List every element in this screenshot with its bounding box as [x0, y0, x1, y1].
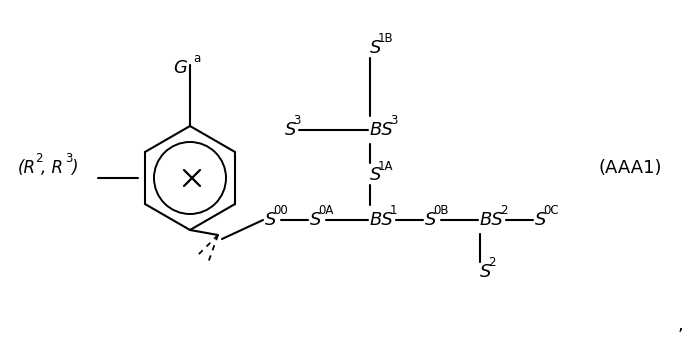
Text: (AAA1): (AAA1) [598, 159, 662, 177]
Text: G: G [173, 59, 187, 77]
Text: S: S [310, 211, 322, 229]
Text: S: S [370, 39, 382, 57]
Text: a: a [193, 53, 200, 65]
Text: S: S [425, 211, 436, 229]
Text: BS: BS [370, 211, 394, 229]
Text: 1A: 1A [378, 160, 394, 173]
Text: (R: (R [18, 159, 36, 177]
Text: BS: BS [370, 121, 394, 139]
Text: 0C: 0C [543, 205, 559, 218]
Text: S: S [370, 166, 382, 184]
Text: 2: 2 [500, 205, 507, 218]
Text: BS: BS [480, 211, 504, 229]
Text: S: S [285, 121, 296, 139]
Text: 2: 2 [35, 152, 43, 165]
Text: 2: 2 [488, 256, 496, 269]
Text: 3: 3 [390, 115, 397, 128]
Text: 0A: 0A [318, 205, 333, 218]
Text: 00: 00 [273, 205, 288, 218]
Text: 1: 1 [390, 205, 398, 218]
Text: S: S [265, 211, 276, 229]
Text: S: S [535, 211, 547, 229]
Text: , R: , R [41, 159, 63, 177]
Text: 1B: 1B [378, 32, 394, 45]
Text: ,: , [677, 316, 683, 334]
Text: 0B: 0B [433, 205, 449, 218]
Text: 3: 3 [293, 115, 301, 128]
Text: 3: 3 [65, 152, 73, 165]
Text: S: S [480, 263, 491, 281]
Text: ): ) [71, 159, 78, 177]
